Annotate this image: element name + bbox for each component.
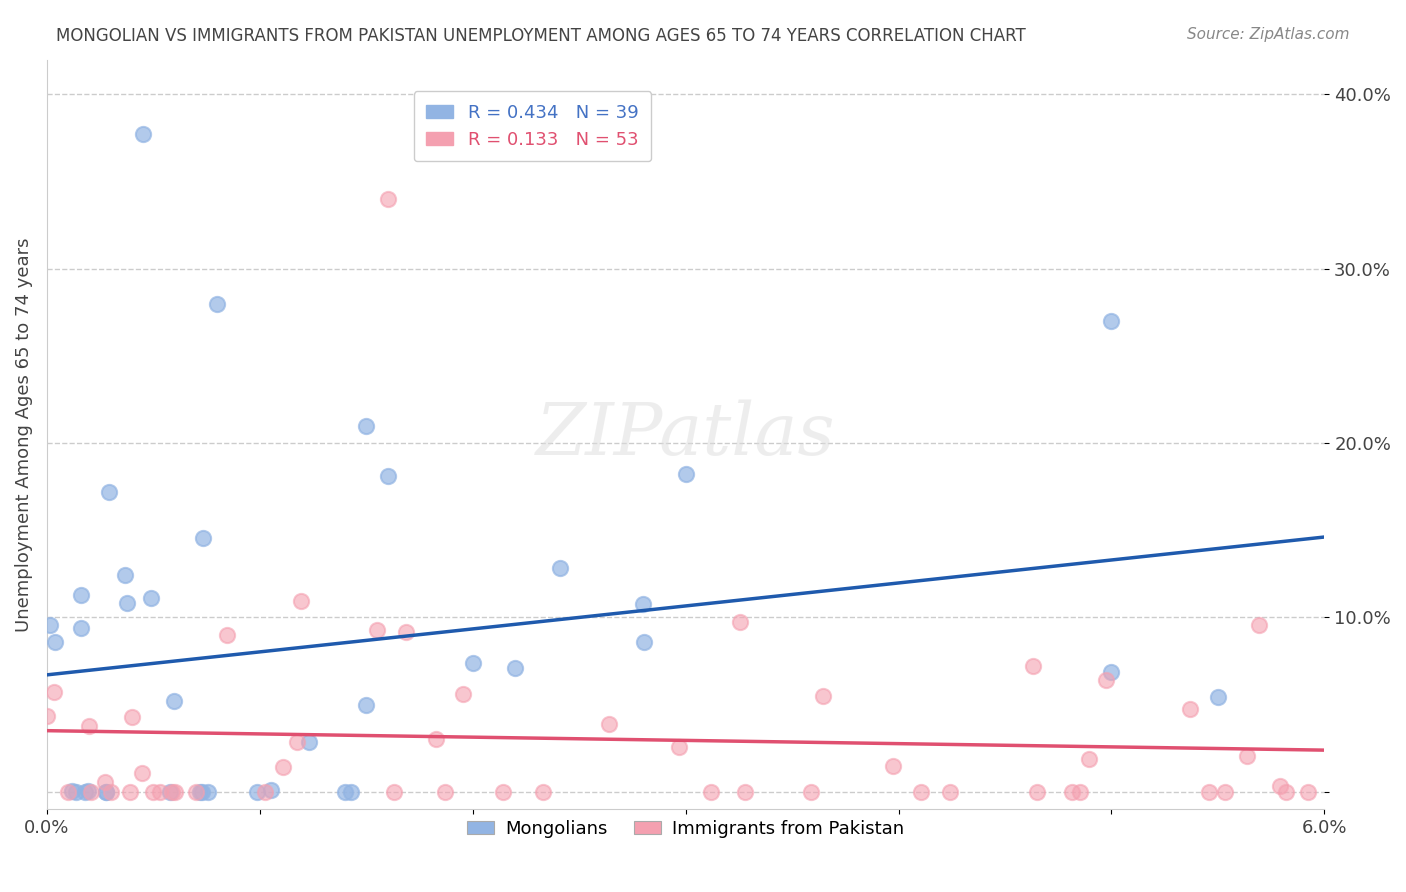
Immigrants from Pakistan bbox=[811, 690, 834, 704]
Immigrants from Pakistan bbox=[253, 785, 276, 799]
Mongolians bbox=[94, 785, 117, 799]
Mongolians bbox=[70, 588, 93, 602]
Mongolians bbox=[62, 784, 84, 798]
Immigrants from Pakistan bbox=[668, 739, 690, 754]
Immigrants from Pakistan bbox=[42, 685, 65, 699]
Immigrants from Pakistan bbox=[382, 785, 405, 799]
Y-axis label: Unemployment Among Ages 65 to 74 years: Unemployment Among Ages 65 to 74 years bbox=[15, 237, 32, 632]
Immigrants from Pakistan bbox=[734, 785, 756, 799]
Immigrants from Pakistan bbox=[149, 785, 172, 799]
Text: MONGOLIAN VS IMMIGRANTS FROM PAKISTAN UNEMPLOYMENT AMONG AGES 65 TO 74 YEARS COR: MONGOLIAN VS IMMIGRANTS FROM PAKISTAN UN… bbox=[56, 27, 1026, 45]
Immigrants from Pakistan bbox=[939, 785, 962, 799]
Immigrants from Pakistan bbox=[492, 785, 515, 799]
Immigrants from Pakistan bbox=[1178, 701, 1201, 715]
Immigrants from Pakistan bbox=[80, 785, 103, 799]
Immigrants from Pakistan bbox=[79, 719, 101, 733]
Immigrants from Pakistan bbox=[184, 785, 207, 799]
Immigrants from Pakistan bbox=[1274, 785, 1296, 799]
Mongolians bbox=[461, 656, 484, 670]
Immigrants from Pakistan bbox=[290, 593, 312, 607]
Immigrants from Pakistan bbox=[163, 785, 186, 799]
Immigrants from Pakistan bbox=[728, 615, 751, 630]
Mongolians bbox=[94, 785, 117, 799]
Immigrants from Pakistan bbox=[1026, 785, 1049, 799]
Text: Source: ZipAtlas.com: Source: ZipAtlas.com bbox=[1187, 27, 1350, 42]
Mongolians bbox=[356, 698, 378, 712]
Mongolians bbox=[73, 785, 96, 799]
Mongolians bbox=[633, 635, 655, 649]
Immigrants from Pakistan bbox=[271, 760, 294, 774]
Mongolians bbox=[139, 591, 162, 605]
Immigrants from Pakistan bbox=[1296, 785, 1319, 799]
Mongolians bbox=[631, 597, 654, 611]
Immigrants from Pakistan bbox=[1077, 752, 1099, 766]
Immigrants from Pakistan bbox=[160, 785, 183, 799]
Mongolians bbox=[115, 596, 138, 610]
Immigrants from Pakistan bbox=[1069, 785, 1091, 799]
Immigrants from Pakistan bbox=[598, 716, 620, 731]
Immigrants from Pakistan bbox=[882, 759, 904, 773]
Mongolians bbox=[340, 785, 363, 799]
Mongolians bbox=[162, 694, 184, 708]
Immigrants from Pakistan bbox=[1022, 658, 1045, 673]
Immigrants from Pakistan bbox=[1198, 785, 1220, 799]
Immigrants from Pakistan bbox=[100, 785, 122, 799]
Immigrants from Pakistan bbox=[1213, 785, 1236, 799]
Immigrants from Pakistan bbox=[425, 731, 447, 746]
Mongolians bbox=[193, 532, 215, 546]
Mongolians bbox=[39, 618, 62, 632]
Mongolians bbox=[377, 469, 399, 483]
Immigrants from Pakistan bbox=[118, 785, 141, 799]
Immigrants from Pakistan bbox=[142, 785, 165, 799]
Mongolians bbox=[132, 127, 155, 141]
Immigrants from Pakistan bbox=[35, 708, 58, 723]
Mongolians bbox=[1101, 314, 1123, 328]
Mongolians bbox=[333, 785, 356, 799]
Mongolians bbox=[205, 296, 228, 310]
Mongolians bbox=[548, 561, 571, 575]
Mongolians bbox=[97, 485, 120, 500]
Mongolians bbox=[356, 418, 378, 433]
Mongolians bbox=[65, 785, 87, 799]
Mongolians bbox=[1101, 665, 1123, 679]
Mongolians bbox=[246, 785, 269, 799]
Immigrants from Pakistan bbox=[451, 687, 474, 701]
Mongolians bbox=[260, 783, 283, 797]
Mongolians bbox=[197, 785, 219, 799]
Mongolians bbox=[505, 661, 527, 675]
Immigrants from Pakistan bbox=[285, 735, 308, 749]
Immigrants from Pakistan bbox=[93, 775, 115, 789]
Mongolians bbox=[188, 785, 211, 799]
Mongolians bbox=[1206, 690, 1229, 704]
Immigrants from Pakistan bbox=[800, 785, 823, 799]
Mongolians bbox=[159, 785, 181, 799]
Immigrants from Pakistan bbox=[131, 766, 153, 780]
Mongolians bbox=[675, 467, 697, 481]
Immigrants from Pakistan bbox=[1094, 673, 1116, 687]
Immigrants from Pakistan bbox=[366, 624, 388, 638]
Mongolians bbox=[114, 568, 136, 582]
Immigrants from Pakistan bbox=[533, 785, 555, 799]
Legend: Mongolians, Immigrants from Pakistan: Mongolians, Immigrants from Pakistan bbox=[460, 813, 911, 845]
Text: ZIPatlas: ZIPatlas bbox=[536, 399, 835, 469]
Mongolians bbox=[70, 621, 93, 635]
Immigrants from Pakistan bbox=[377, 192, 399, 206]
Immigrants from Pakistan bbox=[700, 785, 723, 799]
Immigrants from Pakistan bbox=[215, 628, 238, 642]
Mongolians bbox=[76, 784, 98, 798]
Mongolians bbox=[44, 634, 66, 648]
Immigrants from Pakistan bbox=[1249, 617, 1271, 632]
Immigrants from Pakistan bbox=[434, 785, 457, 799]
Immigrants from Pakistan bbox=[910, 785, 932, 799]
Immigrants from Pakistan bbox=[1060, 785, 1083, 799]
Immigrants from Pakistan bbox=[395, 624, 418, 639]
Mongolians bbox=[191, 785, 214, 799]
Immigrants from Pakistan bbox=[121, 710, 143, 724]
Immigrants from Pakistan bbox=[1236, 749, 1258, 764]
Mongolians bbox=[298, 735, 321, 749]
Immigrants from Pakistan bbox=[1270, 780, 1292, 794]
Immigrants from Pakistan bbox=[56, 785, 79, 799]
